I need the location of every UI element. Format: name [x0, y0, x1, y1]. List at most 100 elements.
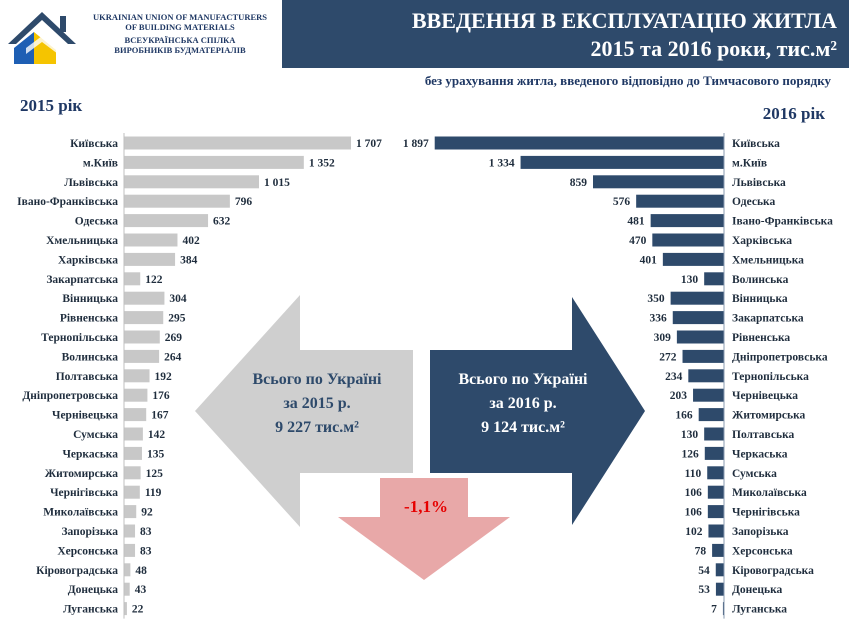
value-label-2016-17: 110 — [685, 468, 702, 480]
value-label-2015-9: 295 — [168, 313, 186, 325]
bar-2016-7 — [704, 272, 724, 286]
bar-2015-24 — [124, 602, 127, 616]
value-label-2015-23: 43 — [135, 584, 147, 596]
union-logo — [8, 12, 76, 64]
bar-2015-21 — [124, 543, 136, 557]
bars-2016: Київська 1 897 м.Київ 1 334 Львівська 859 Одес… — [403, 133, 833, 619]
value-label-2015-7: 122 — [145, 274, 163, 286]
value-label-2016-4: 481 — [627, 216, 645, 228]
category-label-2015-3: Івано-Франківська — [17, 196, 118, 208]
category-label-2016-17: Сумська — [732, 468, 777, 480]
bar-2015-16 — [124, 446, 142, 460]
value-label-2015-15: 142 — [148, 429, 166, 441]
bar-2016-1 — [520, 155, 724, 169]
category-label-2016-3: Одеська — [732, 196, 775, 208]
total-2016-line1: Всього по Україні — [458, 371, 588, 388]
page-title: ВВЕДЕННЯ В ЕКСПЛУАТАЦІЮ ЖИТЛА — [411, 8, 837, 33]
value-label-2016-22: 54 — [698, 565, 710, 577]
total-2015-value: 9 227 тис.м² — [275, 419, 359, 436]
value-label-2016-24: 7 — [711, 604, 717, 616]
value-label-2015-4: 632 — [213, 216, 231, 228]
value-label-2016-1: 1 334 — [489, 157, 515, 169]
category-label-2016-7: Волинська — [732, 274, 789, 286]
category-label-2015-10: Тернопільська — [41, 332, 118, 344]
bar-2015-15 — [124, 427, 143, 441]
category-label-2015-16: Черкаська — [62, 448, 118, 460]
category-label-2015-5: Хмельницька — [46, 235, 118, 247]
category-label-2015-2: Львівська — [64, 177, 118, 189]
bar-2015-14 — [124, 408, 147, 422]
value-label-2015-20: 83 — [140, 526, 152, 538]
bar-2016-10 — [676, 330, 724, 344]
org-name-en-line2: OF BUILDING MATERIALS — [125, 22, 235, 32]
org-name-ua-line2: ВИРОБНИКІВ БУДМАТЕРІАЛІВ — [114, 45, 246, 55]
category-label-2016-9: Закарпатська — [732, 313, 804, 325]
bar-2016-20 — [708, 524, 724, 538]
total-2016-value: 9 124 тис.м² — [481, 419, 565, 436]
value-label-2016-2: 859 — [570, 177, 588, 189]
bar-2015-9 — [124, 311, 164, 325]
category-label-2015-21: Херсонська — [57, 545, 118, 557]
organization-name: UKRAINIAN UNION OF MANUFACTURERS OF BUIL… — [80, 12, 280, 55]
value-label-2015-17: 125 — [146, 468, 164, 480]
value-label-2016-0: 1 897 — [403, 138, 429, 150]
category-label-2016-20: Запорізька — [732, 526, 789, 538]
category-label-2016-2: Львівська — [732, 177, 786, 189]
category-label-2016-8: Вінницька — [732, 293, 788, 305]
bar-2016-17 — [707, 466, 724, 480]
value-label-2015-19: 92 — [141, 507, 153, 519]
value-label-2016-6: 401 — [640, 254, 658, 266]
bar-2015-18 — [124, 485, 140, 499]
category-label-2016-5: Харківська — [732, 235, 792, 247]
value-label-2016-15: 130 — [681, 429, 699, 441]
bar-2016-6 — [662, 252, 724, 266]
category-label-2016-22: Кіровоградська — [732, 565, 814, 577]
value-label-2015-24: 22 — [132, 604, 144, 616]
bar-2016-18 — [707, 485, 724, 499]
category-label-2015-20: Запорізька — [61, 526, 118, 538]
value-label-2015-11: 264 — [164, 351, 182, 363]
bar-2016-23 — [715, 582, 724, 596]
bar-2016-21 — [712, 543, 724, 557]
category-label-2015-7: Закарпатська — [46, 274, 118, 286]
value-label-2016-12: 234 — [665, 371, 683, 383]
org-name-en-line1: UKRAINIAN UNION OF MANUFACTURERS — [92, 12, 267, 22]
value-label-2016-19: 106 — [685, 507, 703, 519]
bar-2015-8 — [124, 291, 165, 305]
category-label-2016-15: Полтавська — [732, 429, 795, 441]
page-subtitle: без урахування житла, введеного відповід… — [424, 73, 831, 88]
value-label-2016-21: 78 — [695, 545, 707, 557]
bar-2016-8 — [670, 291, 724, 305]
value-label-2016-7: 130 — [681, 274, 699, 286]
value-label-2015-22: 48 — [135, 565, 147, 577]
bar-2015-20 — [124, 524, 136, 538]
category-label-2015-8: Вінницька — [62, 293, 118, 305]
category-label-2015-4: Одеська — [75, 216, 118, 228]
value-label-2015-2: 1 015 — [264, 177, 290, 189]
value-label-2015-5: 402 — [182, 235, 200, 247]
category-label-2015-23: Донецька — [68, 584, 119, 596]
total-2016-line2: за 2016 р. — [489, 395, 557, 412]
bar-2015-12 — [124, 369, 150, 383]
bar-2016-9 — [672, 311, 724, 325]
bar-2015-3 — [124, 194, 230, 208]
category-label-2016-0: Київська — [732, 138, 780, 150]
value-label-2015-6: 384 — [180, 254, 198, 266]
bar-2015-0 — [124, 136, 352, 150]
value-label-2015-18: 119 — [145, 487, 162, 499]
value-label-2016-8: 350 — [647, 293, 665, 305]
change-arrow — [338, 478, 510, 580]
category-label-2016-21: Херсонська — [732, 545, 793, 557]
bar-2015-6 — [124, 252, 176, 266]
category-label-2016-1: м.Київ — [732, 157, 767, 169]
title-banner: ВВЕДЕННЯ В ЕКСПЛУАТАЦІЮ ЖИТЛА 2015 та 20… — [282, 0, 849, 68]
category-label-2016-16: Черкаська — [732, 448, 788, 460]
value-label-2016-18: 106 — [685, 487, 703, 499]
chart-title-2016: 2016 рік — [762, 104, 825, 123]
bar-2015-4 — [124, 214, 209, 228]
bar-2015-22 — [124, 563, 131, 577]
bar-2016-15 — [704, 427, 724, 441]
category-label-2016-24: Луганська — [732, 604, 787, 616]
org-name-ua-line1: ВСЕУКРАЇНСЬКА СПІЛКА — [124, 35, 236, 45]
